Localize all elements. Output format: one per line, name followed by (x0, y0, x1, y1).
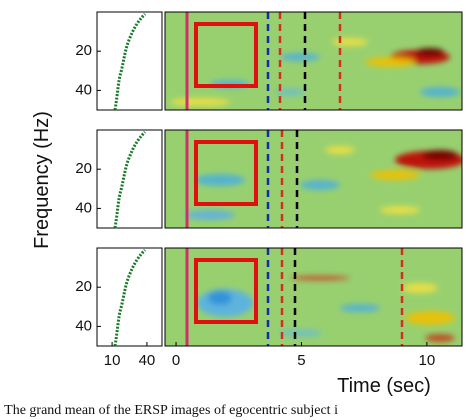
y-tick-label: 40 (75, 317, 92, 334)
inset-x-tick-label: 10 (104, 352, 121, 369)
heatmap-blob (280, 53, 320, 61)
heatmap-blob (402, 283, 438, 293)
inset-frame (96, 129, 163, 229)
heatmap-blob (370, 170, 420, 180)
inset-frame (96, 247, 163, 347)
main-frame (164, 247, 463, 347)
heatmap-blob (195, 174, 245, 186)
inset-frame (96, 11, 163, 111)
x-tick-label: 0 (172, 352, 180, 369)
heatmap (197, 276, 455, 342)
y-tick-label: 20 (75, 160, 92, 177)
heatmap-blob (340, 304, 380, 312)
inset-x-tick-label: 40 (139, 352, 156, 369)
y-tick-label: 20 (75, 42, 92, 59)
heatmap-blob (422, 150, 458, 160)
main-frame (164, 129, 463, 229)
inset-curve (113, 130, 147, 229)
heatmap-blob (170, 98, 230, 106)
main-frame (164, 11, 463, 111)
heatmap-blob (275, 88, 305, 96)
heatmap-blob (325, 146, 355, 154)
heatmap-blob (332, 38, 368, 46)
heatmap (185, 146, 462, 220)
x-tick-label: 5 (297, 352, 305, 369)
y-tick-label: 40 (75, 199, 92, 216)
heatmap-blob (290, 276, 350, 280)
roi-box (194, 258, 258, 324)
caption: 4: The grand mean of the ERSP images of … (0, 403, 338, 418)
heatmap-blob (405, 311, 455, 325)
heatmap-blob (416, 48, 444, 56)
inset-curve (113, 12, 147, 111)
heatmap-blob (278, 329, 322, 337)
heatmap-blob (380, 206, 420, 214)
y-tick-label: 20 (75, 278, 92, 295)
heatmap-blob (300, 180, 340, 190)
heatmap-blob (208, 291, 232, 305)
x-axis-label: Time (sec) (337, 375, 431, 397)
roi-box (194, 140, 258, 206)
heatmap-blob (185, 210, 235, 220)
heatmap-blob (425, 334, 455, 342)
y-tick-label: 40 (75, 81, 92, 98)
roi-box (194, 22, 258, 88)
inset-curve (113, 248, 147, 347)
heatmap-blob (420, 87, 460, 97)
x-tick-label: 10 (419, 352, 436, 369)
y-axis-label: Frequency (Hz) (31, 111, 53, 249)
heatmap-blob (365, 57, 415, 67)
